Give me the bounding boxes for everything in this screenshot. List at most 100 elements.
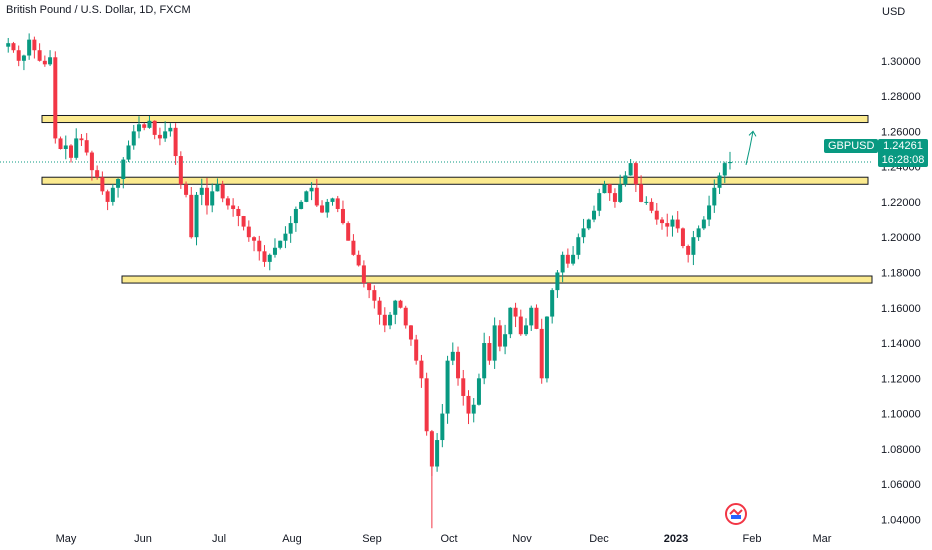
candle-body — [471, 404, 476, 414]
candle-body — [508, 307, 513, 335]
candle-body — [424, 378, 429, 432]
candle-body — [633, 163, 638, 185]
candle-body — [592, 210, 597, 220]
candle-body — [220, 184, 225, 199]
candle-body — [84, 140, 89, 153]
candle-body — [607, 184, 612, 194]
x-axis[interactable]: May Jun Jul Aug Sep Oct Nov Dec 2023 Feb Mar — [56, 533, 832, 545]
candle-body — [215, 184, 220, 192]
candle-body — [272, 247, 277, 255]
candle-body — [560, 254, 565, 273]
candle-body — [450, 351, 455, 361]
candle-body — [408, 325, 413, 340]
candle-body — [225, 198, 230, 206]
candle-body — [544, 316, 549, 379]
candle-body — [440, 413, 445, 441]
candle-body — [618, 184, 623, 202]
candle-body — [299, 201, 304, 209]
candle-body — [6, 43, 11, 47]
candle-body — [675, 219, 680, 229]
candle-body — [356, 254, 361, 266]
candle-body — [320, 205, 325, 213]
candle-body — [330, 198, 335, 202]
candle-body — [388, 314, 393, 326]
candle-body — [121, 159, 126, 179]
x-tick-label: Sep — [362, 533, 382, 545]
candle-body — [110, 187, 115, 202]
candle-body — [414, 339, 419, 361]
candle-body — [367, 283, 372, 291]
candle-body — [382, 314, 387, 326]
y-tick-label: 1.10000 — [881, 409, 921, 421]
candle-body — [550, 290, 555, 317]
x-tick-label: Nov — [512, 533, 532, 545]
candle-body — [157, 134, 162, 139]
candle-body — [571, 254, 576, 264]
candle-body — [340, 208, 345, 224]
candle-body — [241, 216, 246, 227]
y-tick-label: 1.12000 — [881, 373, 921, 385]
candle-body — [639, 184, 644, 202]
candle-body — [173, 127, 178, 157]
candle-body — [445, 360, 450, 414]
tradingview-logo-icon[interactable] — [722, 502, 750, 526]
candle-body — [37, 50, 42, 61]
candle-body — [304, 191, 309, 202]
candle-body — [325, 201, 330, 213]
y-tick-label: 1.22000 — [881, 197, 921, 209]
candle-body — [707, 205, 712, 220]
candle-body — [581, 228, 586, 238]
candle-body — [346, 223, 351, 241]
candle-body — [372, 290, 377, 301]
candle-body — [231, 205, 236, 209]
x-tick-label: Mar — [813, 533, 832, 545]
chart-title: British Pound / U.S. Dollar, 1D, FXCM — [6, 4, 191, 16]
candle-body — [524, 325, 529, 335]
candle-body — [89, 152, 94, 171]
candle-body — [670, 219, 675, 227]
y-axis[interactable]: 1.300001.280001.260001.240001.220001.200… — [881, 56, 921, 527]
candle-body — [79, 138, 84, 141]
candle-body — [691, 237, 696, 255]
x-tick-label: Dec — [589, 533, 609, 545]
candle-body — [199, 187, 204, 195]
candle-body — [163, 131, 168, 139]
candle-body — [701, 219, 706, 229]
candle-body — [529, 307, 534, 326]
candle-body — [32, 39, 37, 51]
candle-body — [262, 251, 267, 262]
candle-body — [278, 240, 283, 248]
candle-body — [686, 246, 691, 255]
candle-body — [518, 316, 523, 335]
price-label: 1.24261 16:28:08 — [878, 139, 928, 167]
candle-body — [100, 177, 105, 192]
candles — [6, 33, 732, 529]
candle-body — [393, 300, 398, 315]
candle-body — [623, 175, 628, 185]
countdown: 16:28:08 — [881, 154, 925, 166]
x-tick-label: Oct — [440, 533, 457, 545]
candle-body — [16, 50, 21, 61]
candle-body — [210, 191, 215, 206]
projection-arrow — [745, 130, 757, 165]
symbol-badge[interactable]: GBPUSD — [824, 139, 879, 153]
candle-body — [42, 60, 47, 65]
candle-body — [168, 127, 173, 132]
candle-body — [602, 184, 607, 194]
candle-body — [184, 184, 189, 195]
candle-body — [654, 210, 659, 220]
x-tick-label: 2023 — [664, 533, 688, 545]
candle-body — [728, 162, 732, 164]
y-tick-label: 1.16000 — [881, 303, 921, 315]
candle-body — [487, 343, 492, 361]
candle-body — [665, 223, 670, 227]
candle-body — [68, 145, 73, 158]
candle-body — [586, 219, 591, 229]
zone-1 — [41, 114, 869, 124]
y-tick-label: 1.06000 — [881, 479, 921, 491]
candle-body — [576, 237, 581, 255]
candle-body — [717, 175, 722, 188]
candle-body — [429, 431, 434, 467]
x-tick-label: Aug — [282, 533, 302, 545]
